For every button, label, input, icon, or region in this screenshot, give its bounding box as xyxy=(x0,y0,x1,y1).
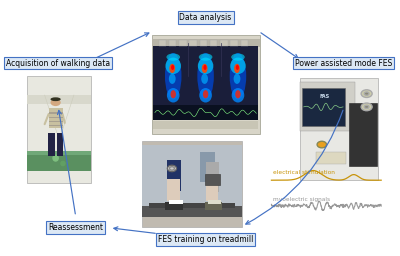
FancyBboxPatch shape xyxy=(49,121,62,122)
Ellipse shape xyxy=(199,88,212,102)
Ellipse shape xyxy=(50,97,61,101)
Text: FAS: FAS xyxy=(320,94,330,99)
FancyBboxPatch shape xyxy=(208,200,221,204)
FancyBboxPatch shape xyxy=(210,40,218,46)
FancyBboxPatch shape xyxy=(300,82,355,131)
Ellipse shape xyxy=(199,54,212,61)
FancyBboxPatch shape xyxy=(49,108,62,128)
FancyBboxPatch shape xyxy=(179,40,187,46)
FancyBboxPatch shape xyxy=(48,133,54,156)
FancyBboxPatch shape xyxy=(241,40,248,46)
Ellipse shape xyxy=(317,141,326,148)
FancyBboxPatch shape xyxy=(49,112,62,114)
Ellipse shape xyxy=(364,92,369,95)
Ellipse shape xyxy=(166,58,181,74)
FancyBboxPatch shape xyxy=(149,203,235,208)
FancyBboxPatch shape xyxy=(152,39,260,47)
FancyBboxPatch shape xyxy=(49,125,62,126)
FancyBboxPatch shape xyxy=(159,40,166,46)
FancyBboxPatch shape xyxy=(205,175,220,185)
Ellipse shape xyxy=(361,90,372,98)
Ellipse shape xyxy=(230,58,246,74)
FancyBboxPatch shape xyxy=(205,202,222,210)
FancyBboxPatch shape xyxy=(153,121,258,129)
Ellipse shape xyxy=(203,90,208,98)
Ellipse shape xyxy=(364,105,369,109)
Ellipse shape xyxy=(168,165,176,172)
FancyBboxPatch shape xyxy=(200,152,215,182)
Ellipse shape xyxy=(202,64,208,73)
FancyBboxPatch shape xyxy=(152,35,260,134)
FancyBboxPatch shape xyxy=(153,104,258,121)
FancyBboxPatch shape xyxy=(142,145,242,206)
Ellipse shape xyxy=(230,53,246,99)
FancyBboxPatch shape xyxy=(27,151,91,155)
Text: Data analysis: Data analysis xyxy=(180,13,232,22)
FancyBboxPatch shape xyxy=(142,203,242,217)
FancyBboxPatch shape xyxy=(206,179,218,201)
Ellipse shape xyxy=(235,90,241,98)
Ellipse shape xyxy=(198,58,213,74)
FancyBboxPatch shape xyxy=(153,46,258,113)
Ellipse shape xyxy=(232,88,244,102)
FancyBboxPatch shape xyxy=(169,200,183,204)
FancyBboxPatch shape xyxy=(168,179,180,201)
Ellipse shape xyxy=(165,53,182,99)
FancyBboxPatch shape xyxy=(27,76,91,183)
Ellipse shape xyxy=(197,53,214,99)
FancyBboxPatch shape xyxy=(300,78,378,180)
Ellipse shape xyxy=(169,73,176,84)
Text: myoelectric signals: myoelectric signals xyxy=(273,197,330,202)
FancyBboxPatch shape xyxy=(57,133,63,156)
FancyBboxPatch shape xyxy=(302,88,345,126)
Ellipse shape xyxy=(204,65,206,70)
FancyBboxPatch shape xyxy=(49,116,62,118)
Ellipse shape xyxy=(52,155,59,162)
FancyBboxPatch shape xyxy=(316,152,346,164)
FancyBboxPatch shape xyxy=(142,141,242,227)
FancyBboxPatch shape xyxy=(169,40,176,46)
FancyBboxPatch shape xyxy=(27,95,91,104)
Ellipse shape xyxy=(170,167,174,170)
Text: Power assisted mode FES: Power assisted mode FES xyxy=(295,59,392,68)
Ellipse shape xyxy=(170,90,176,98)
Ellipse shape xyxy=(361,103,372,111)
FancyBboxPatch shape xyxy=(230,40,238,46)
Ellipse shape xyxy=(236,65,239,70)
FancyBboxPatch shape xyxy=(167,160,181,190)
Ellipse shape xyxy=(201,73,208,84)
FancyBboxPatch shape xyxy=(165,202,182,210)
Ellipse shape xyxy=(171,65,174,70)
Ellipse shape xyxy=(169,64,175,73)
FancyBboxPatch shape xyxy=(220,40,228,46)
Text: electrical stimulation: electrical stimulation xyxy=(273,170,335,175)
Ellipse shape xyxy=(60,161,66,166)
Ellipse shape xyxy=(234,73,240,84)
Text: Reassessment: Reassessment xyxy=(48,223,103,232)
Ellipse shape xyxy=(234,64,240,73)
Ellipse shape xyxy=(50,99,61,106)
FancyBboxPatch shape xyxy=(200,40,207,46)
FancyBboxPatch shape xyxy=(190,40,197,46)
Ellipse shape xyxy=(167,88,180,102)
FancyBboxPatch shape xyxy=(27,152,91,171)
Text: Acquisition of walking data: Acquisition of walking data xyxy=(6,59,110,68)
Text: FES training on treadmill: FES training on treadmill xyxy=(158,235,253,244)
Ellipse shape xyxy=(166,54,180,61)
FancyBboxPatch shape xyxy=(348,103,377,166)
Ellipse shape xyxy=(231,54,245,61)
FancyBboxPatch shape xyxy=(206,162,219,192)
